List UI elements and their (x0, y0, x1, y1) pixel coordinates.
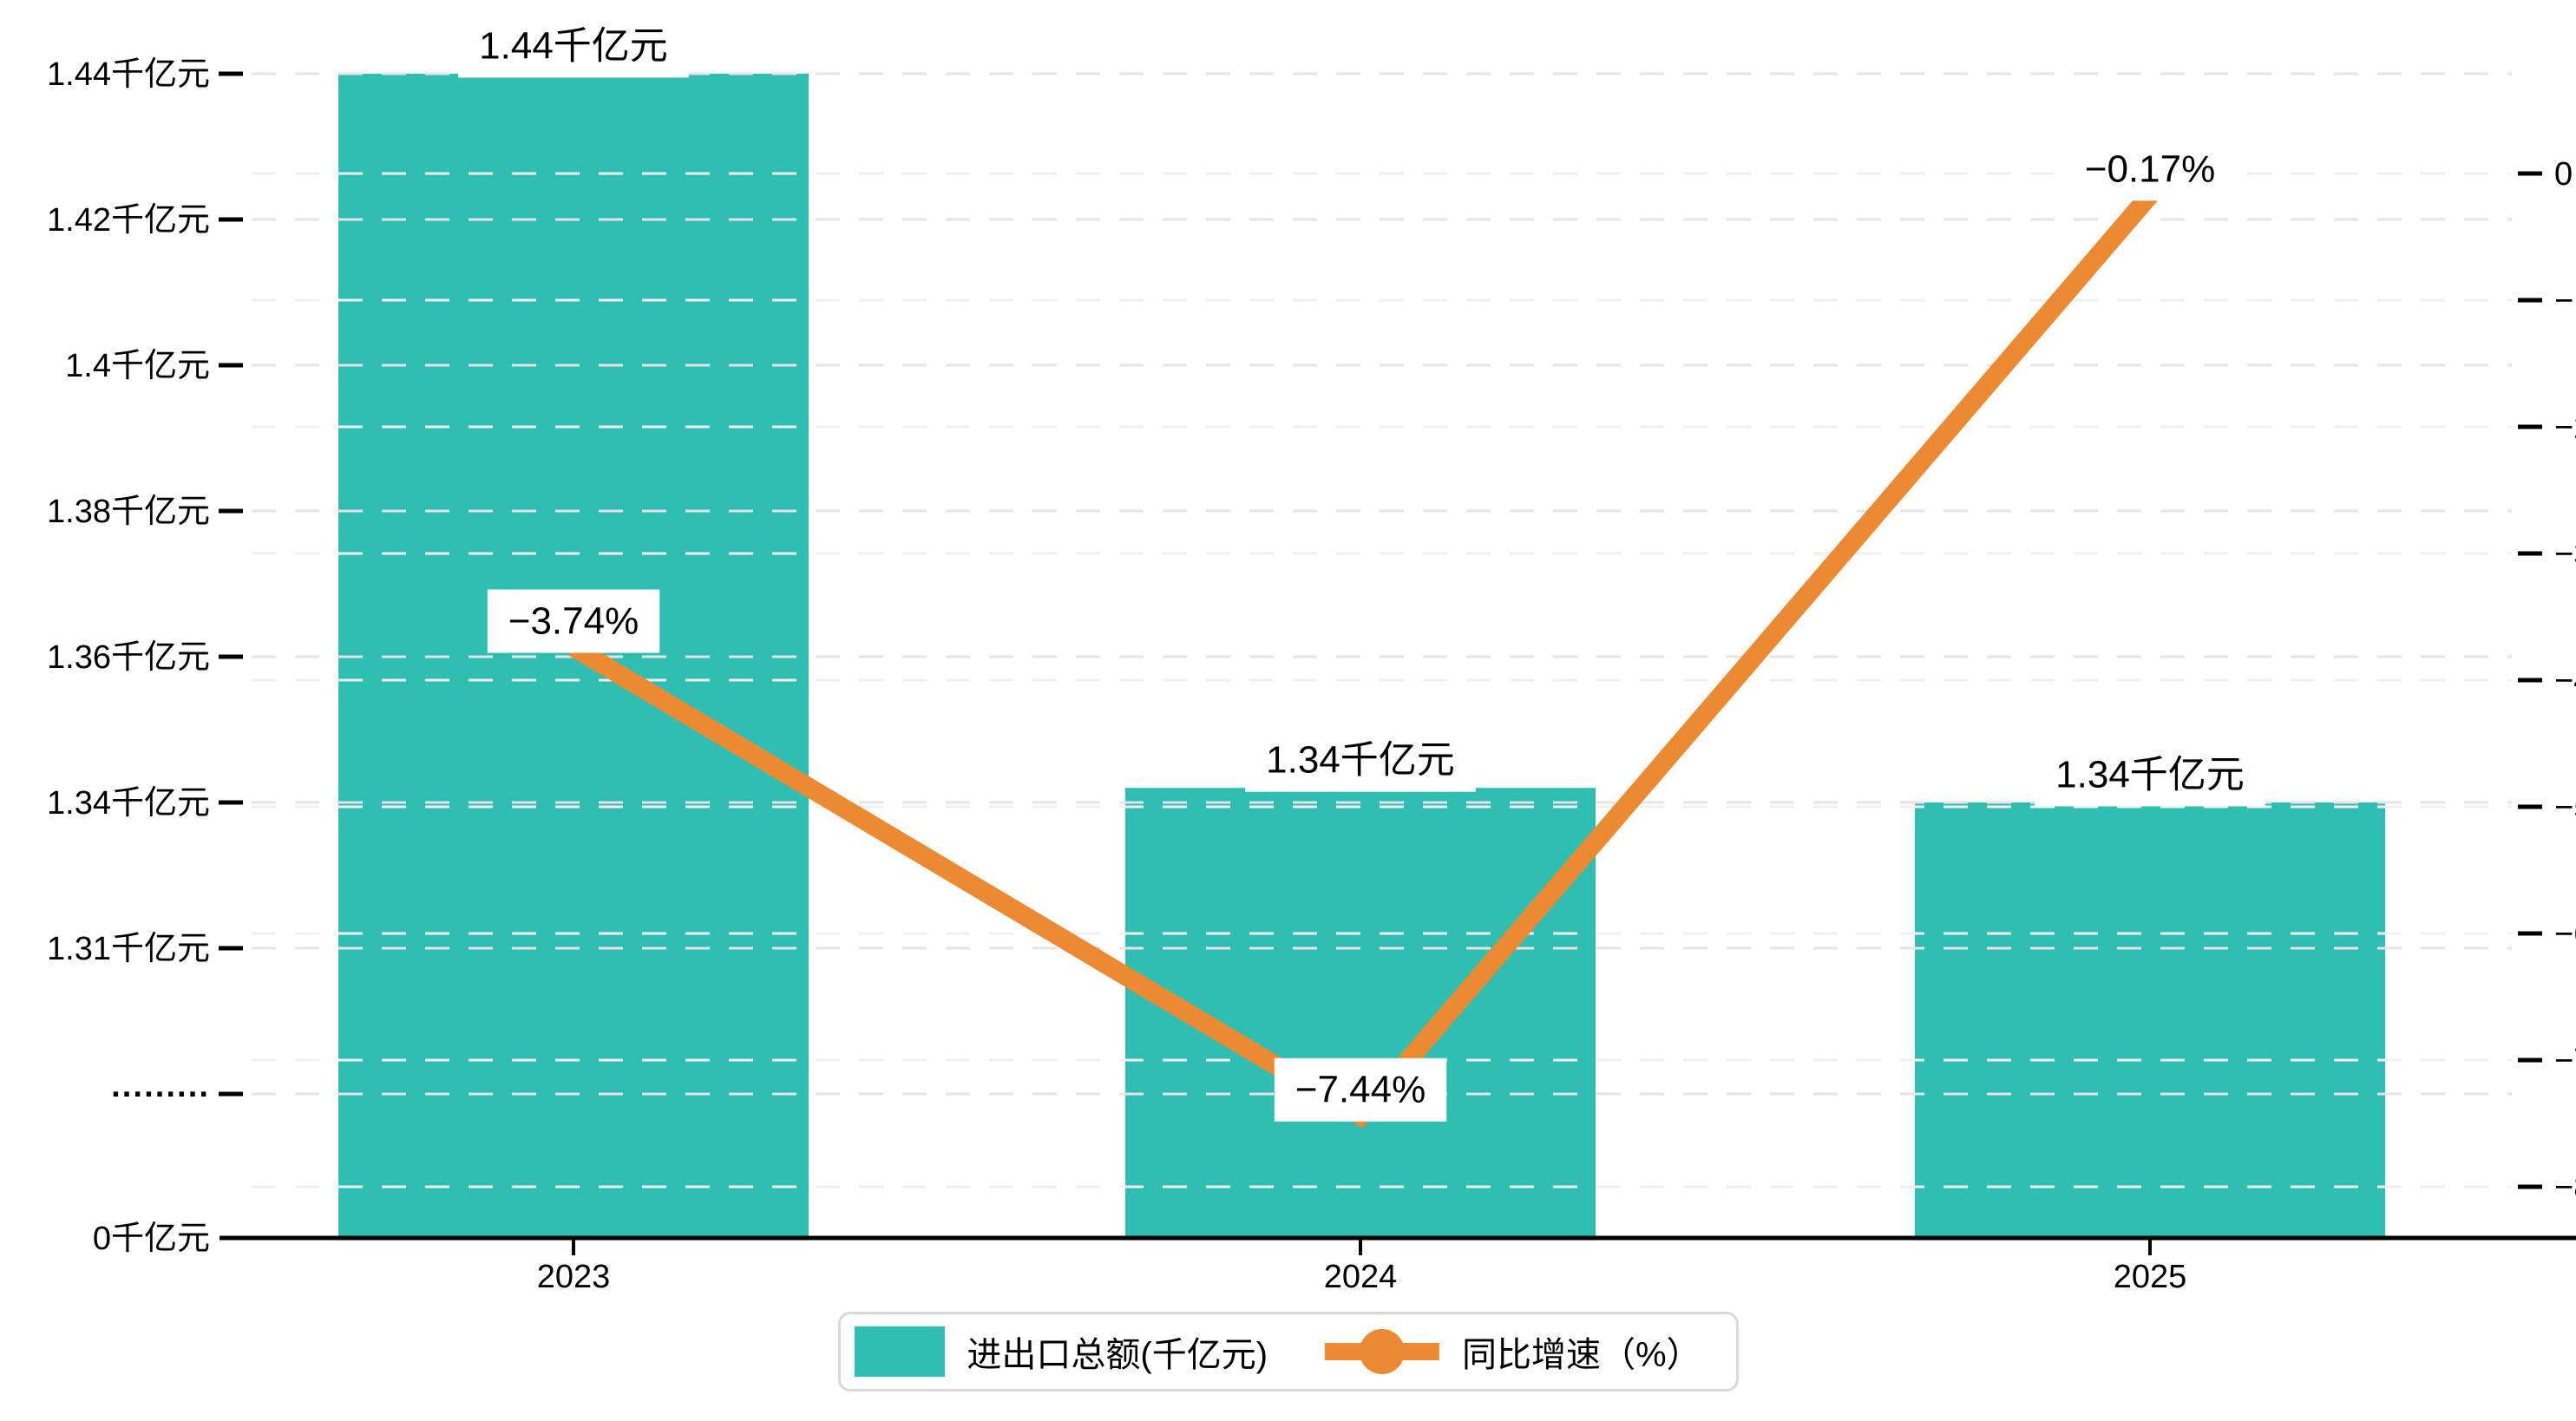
left-axis-tick-label: 1.36千亿元 (47, 639, 210, 676)
left-axis-tick-label: 1.34千亿元 (47, 785, 210, 822)
right-axis-tick-label: −1 (2554, 283, 2576, 319)
line-value-label: −0.17% (2085, 147, 2215, 190)
bar-value-label-box (458, 14, 689, 78)
line-value-label-box (1274, 1058, 1447, 1122)
x-tick-label: 2023 (537, 1259, 611, 1295)
right-axis-tick-label: −4 (2554, 663, 2576, 699)
right-axis-tick-label: −2 (2554, 409, 2576, 446)
line-value-label-box (2063, 137, 2237, 201)
right-axis-tick-label: −3 (2554, 536, 2576, 573)
bar-2025 (1915, 802, 2385, 1236)
x-tick-label: 2024 (1324, 1259, 1398, 1295)
bar-value-label: 1.44千亿元 (479, 25, 668, 68)
bar-value-label-box (2035, 743, 2265, 807)
line-value-label: −3.74% (508, 600, 639, 643)
left-axis-tick-label: 0千亿元 (93, 1221, 210, 1257)
legend-line-marker-icon (1325, 1326, 1440, 1377)
left-axis-tick-label: 1.42千亿元 (47, 202, 210, 239)
line-value-label-box (487, 589, 660, 653)
bar-value-label: 1.34千亿元 (2055, 754, 2245, 796)
left-axis-tick-label: 1.31千亿元 (47, 931, 210, 967)
left-axis-tick-label: 1.38千亿元 (47, 494, 210, 530)
right-axis-tick-label: 0 (2554, 156, 2573, 193)
bar-value-label: 1.34千亿元 (1266, 739, 1455, 782)
right-axis-tick-label: −8 (2554, 1169, 2576, 1206)
legend-line-dot-icon (1360, 1329, 1406, 1374)
right-axis-tick-label: −6 (2554, 916, 2576, 953)
left-axis-tick-label: 1.4千亿元 (65, 348, 210, 384)
line-value-label: −7.44% (1295, 1069, 1426, 1111)
legend-bar-swatch (854, 1326, 945, 1377)
legend-line-label: 同比增速（%） (1462, 1336, 1701, 1374)
legend-bar-label: 进出口总额(千亿元) (967, 1336, 1268, 1374)
legend: 进出口总额(千亿元) 同比增速（%） (837, 1312, 1739, 1392)
x-tick-label: 2025 (2114, 1259, 2187, 1295)
left-axis-tick-label: ········· (111, 1077, 210, 1113)
right-axis-tick-label: −7 (2554, 1043, 2576, 1079)
left-axis-tick-label: 1.44千亿元 (47, 56, 210, 93)
right-axis-tick-label: −5 (2554, 789, 2576, 826)
bar-value-label-box (1245, 728, 1476, 792)
